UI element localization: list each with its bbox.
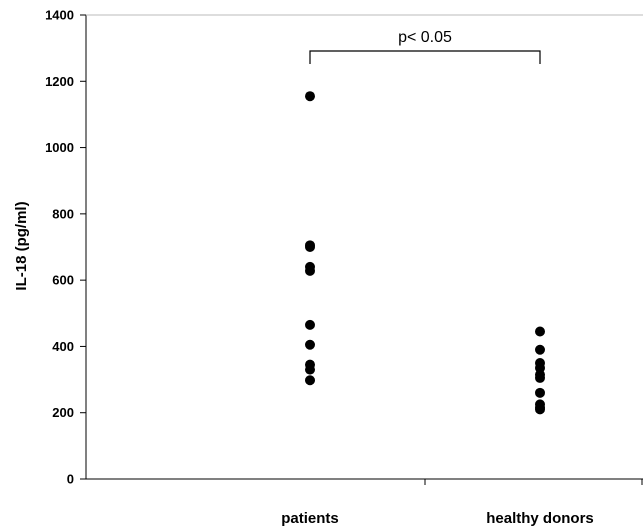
- axes: [85, 14, 643, 480]
- data-point: [305, 91, 315, 102]
- significance-annotation: p< 0.05: [309, 29, 541, 64]
- y-tick-label: 800: [52, 206, 74, 221]
- data-point: [305, 339, 315, 350]
- y-axis-title: IL-18 (pg/ml): [13, 201, 30, 290]
- data-point: [535, 372, 545, 383]
- data-points: [305, 91, 545, 415]
- data-point: [535, 387, 545, 398]
- data-point: [305, 364, 315, 375]
- data-point: [305, 265, 315, 276]
- y-ticks: 0 200 400 600 800 1000 1200 1400: [45, 8, 86, 487]
- y-tick-label: 1400: [45, 8, 74, 23]
- y-tick-label: 1000: [45, 140, 74, 155]
- data-point: [535, 326, 545, 337]
- y-tick-label: 400: [52, 339, 74, 354]
- y-tick-label: 600: [52, 273, 74, 288]
- x-category-label: healthy donors: [486, 510, 594, 527]
- x-category-label: patients: [281, 510, 339, 527]
- y-tick-label: 0: [67, 472, 74, 487]
- x-ticks: patients healthy donors: [281, 479, 643, 527]
- data-point: [305, 375, 315, 386]
- data-point: [305, 242, 315, 252]
- y-tick-label: 1200: [45, 74, 74, 89]
- data-point: [535, 344, 545, 355]
- y-tick-label: 200: [52, 405, 74, 420]
- significance-label: p< 0.05: [398, 29, 452, 46]
- data-point: [305, 319, 315, 330]
- data-point: [535, 404, 545, 415]
- significance-bracket: [309, 50, 541, 64]
